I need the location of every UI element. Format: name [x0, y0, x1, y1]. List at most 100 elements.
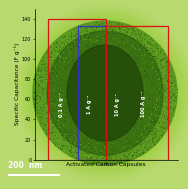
Point [94, 22, 97, 26]
Point [32, 96, 35, 99]
Point [42, 92, 45, 95]
Point [72, 95, 75, 98]
Point [67, 112, 70, 115]
Point [130, 119, 133, 122]
Point [165, 87, 168, 90]
Point [155, 127, 158, 130]
Point [73, 133, 76, 136]
Point [166, 103, 169, 106]
Point [96, 97, 99, 100]
Point [149, 77, 152, 80]
Point [118, 41, 121, 44]
Point [68, 154, 71, 157]
Point [148, 36, 151, 39]
Point [170, 104, 173, 107]
Point [86, 125, 89, 128]
Point [154, 120, 157, 123]
Point [105, 23, 108, 26]
Point [154, 121, 157, 124]
Point [74, 119, 77, 122]
Point [57, 76, 60, 79]
Point [122, 58, 125, 61]
Point [161, 129, 164, 132]
Point [63, 57, 66, 60]
Point [117, 43, 120, 46]
Point [64, 97, 67, 100]
Point [139, 72, 142, 75]
Point [135, 65, 138, 68]
Point [129, 105, 132, 108]
Point [146, 125, 149, 128]
Point [102, 36, 105, 39]
Point [161, 74, 164, 77]
Point [152, 97, 155, 100]
Point [130, 145, 133, 148]
Point [107, 74, 110, 77]
Point [175, 90, 178, 93]
Point [82, 132, 85, 135]
Point [96, 42, 99, 45]
Point [58, 48, 61, 51]
Point [77, 105, 80, 108]
Point [121, 23, 124, 26]
Point [145, 64, 148, 67]
Point [71, 59, 74, 62]
Point [69, 112, 72, 115]
Point [158, 136, 161, 139]
Point [155, 85, 158, 88]
Point [81, 150, 84, 153]
Point [148, 85, 151, 88]
Point [36, 101, 39, 104]
Point [70, 142, 73, 145]
Point [85, 43, 88, 46]
Point [99, 50, 102, 53]
Point [157, 62, 160, 65]
Point [48, 104, 51, 107]
Point [112, 124, 115, 127]
Point [137, 140, 140, 143]
Point [127, 147, 130, 150]
Point [63, 150, 66, 153]
Point [106, 31, 109, 34]
Point [96, 141, 99, 144]
Point [41, 58, 44, 61]
Point [64, 120, 67, 123]
Point [63, 143, 66, 146]
Point [110, 80, 113, 83]
Point [123, 109, 126, 112]
Point [96, 82, 99, 85]
Point [91, 94, 94, 97]
Point [77, 150, 80, 153]
Point [132, 143, 135, 146]
Point [69, 112, 72, 115]
Point [149, 82, 152, 85]
Point [71, 42, 74, 45]
Point [152, 117, 155, 120]
Point [72, 122, 75, 125]
Point [134, 43, 137, 46]
Point [121, 74, 124, 77]
Point [141, 58, 144, 61]
Point [100, 131, 103, 134]
Point [144, 100, 147, 103]
Point [39, 75, 42, 78]
Point [141, 99, 144, 102]
Point [104, 141, 107, 144]
Point [113, 25, 116, 28]
Point [120, 139, 123, 142]
Point [56, 117, 59, 120]
Point [63, 134, 66, 137]
Point [135, 32, 138, 35]
Point [83, 24, 86, 27]
Point [132, 91, 135, 94]
Point [114, 77, 117, 80]
Point [87, 63, 90, 66]
Point [157, 111, 160, 114]
Point [54, 144, 57, 147]
Point [69, 114, 72, 117]
Point [102, 156, 105, 159]
Point [51, 69, 54, 72]
Point [53, 65, 56, 68]
Point [50, 84, 53, 88]
Point [120, 130, 123, 133]
